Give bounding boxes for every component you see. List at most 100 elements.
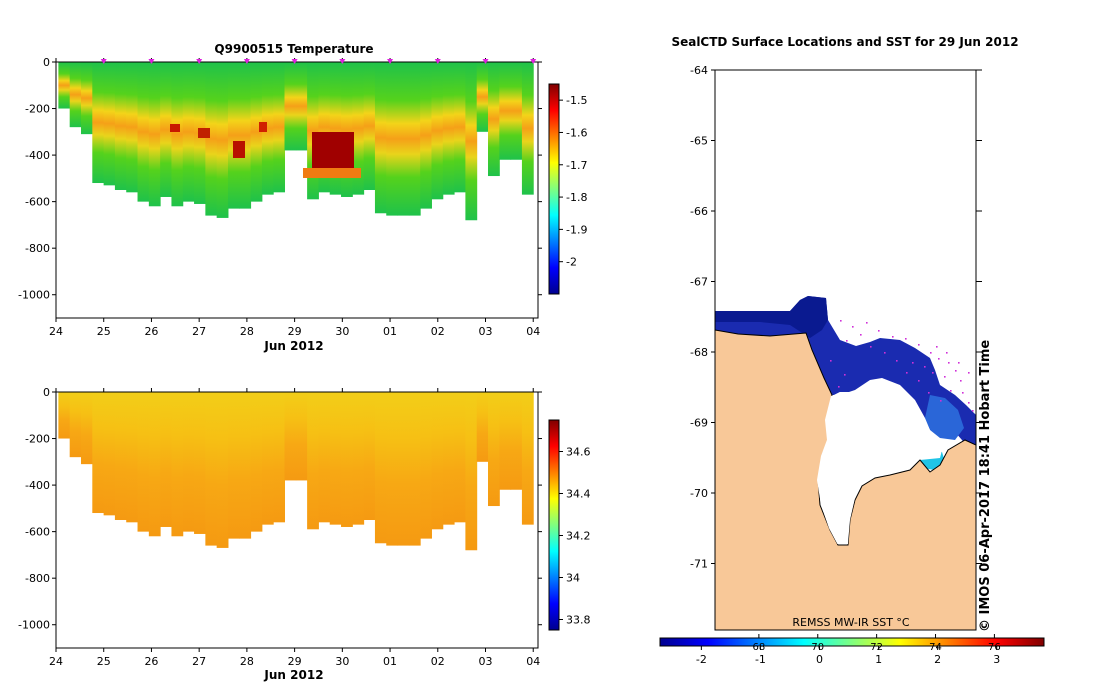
colorbar-tick-label: -2 — [566, 256, 577, 269]
temperature-profile — [216, 62, 229, 218]
profile-marker — [339, 59, 346, 64]
temperature-profile — [171, 62, 184, 207]
sst-colorbar — [659, 637, 1045, 647]
x-tick-label: 24 — [49, 325, 63, 338]
x-tick-label: 03 — [479, 325, 493, 338]
salinity-profiles — [58, 392, 534, 551]
salinity-profile — [408, 392, 421, 546]
temperature-y-axis: 0 -200 -400 -600 -800 -1000 — [18, 56, 542, 302]
map-title: SealCTD Surface Locations and SST for 29… — [671, 35, 1018, 49]
sst-c-tick-label: -1 — [755, 653, 766, 666]
salinity-x-axis: 24 25 26 27 28 29 30 01 02 03 04 — [49, 388, 540, 668]
salinity-plot-frame — [55, 391, 539, 649]
lat-tick-label: -70 — [690, 487, 708, 500]
seal-location-point — [938, 358, 940, 360]
map-frame — [714, 69, 977, 631]
salinity-profile — [465, 392, 478, 551]
x-tick-label: 04 — [526, 655, 540, 668]
sst-f-tick-label: 68 — [753, 642, 766, 653]
temperature-profile — [329, 62, 342, 195]
lat-tick-label: -66 — [690, 205, 708, 218]
x-tick-label: 02 — [431, 325, 445, 338]
salinity-profile — [250, 392, 263, 532]
salinity-profile — [341, 392, 353, 527]
x-tick-label: 03 — [479, 655, 493, 668]
seal-location-point — [955, 370, 957, 372]
temperature-profile — [363, 62, 376, 190]
y-tick-label: -1000 — [18, 289, 50, 302]
temperature-profile — [454, 62, 466, 193]
seal-location-point — [878, 330, 880, 332]
seal-location-point — [936, 346, 938, 348]
sst-f-tick-label: 70 — [811, 642, 824, 653]
temperature-title: Q9900515 Temperature — [214, 42, 373, 56]
land — [715, 329, 976, 630]
salinity-profile — [454, 392, 466, 523]
salinity-profile — [69, 392, 82, 458]
temperature-profile — [397, 62, 410, 216]
temperature-profile — [431, 62, 444, 200]
colorbar-tick-label: -1.5 — [566, 94, 587, 107]
lat-tick-label: -68 — [690, 346, 708, 359]
y-tick-label: -200 — [25, 103, 50, 116]
x-tick-label: 29 — [288, 325, 302, 338]
seal-location-point — [960, 380, 962, 382]
salinity-profile — [307, 392, 319, 530]
salinity-profile — [216, 392, 229, 548]
seal-location-point — [846, 340, 848, 342]
seal-location-point — [912, 362, 914, 364]
y-tick-label: -800 — [25, 572, 50, 585]
temperature-profile — [341, 62, 353, 197]
temperature-profile — [442, 62, 455, 195]
x-tick-label: 01 — [383, 325, 397, 338]
seal-location-point — [838, 386, 840, 388]
temperature-profile — [148, 62, 161, 207]
colorbar-tick-label: -1.9 — [566, 223, 587, 236]
seal-location-point — [918, 344, 920, 346]
lat-tick-label: -69 — [690, 417, 708, 430]
temperature-profile — [137, 62, 150, 202]
seal-location-point — [906, 372, 908, 374]
temperature-profile — [239, 62, 252, 209]
sst-mid-blue — [925, 395, 964, 440]
profile-marker — [196, 59, 203, 64]
temperature-plot-frame — [55, 61, 539, 319]
map-latitude-axis: -64 -65 -66 -67 -68 -69 -70 -71 — [690, 64, 982, 571]
salinity-profile — [171, 392, 184, 537]
colorbar-tick-label: 34 — [566, 572, 580, 585]
sst-c-tick-label: 2 — [934, 653, 941, 666]
colorbar-tick-label: -1.6 — [566, 126, 587, 139]
sst-f-tick-label: 72 — [870, 642, 883, 653]
temperature-profile — [374, 62, 387, 214]
y-tick-label: -400 — [25, 149, 50, 162]
salinity-colorbar — [548, 419, 560, 631]
colorbar-tick-label: 34.6 — [566, 446, 591, 459]
seal-location-point — [930, 352, 932, 354]
temperature-profile — [510, 62, 523, 160]
x-tick-label: 27 — [192, 655, 206, 668]
salinity-profile — [160, 392, 172, 527]
sst-colorbar-ticks: -2 -1 0 1 2 3 68 70 72 74 76 — [696, 634, 1001, 666]
seal-location-point — [884, 352, 886, 354]
salinity-profile — [103, 392, 116, 516]
salinity-profile — [284, 392, 297, 481]
salinity-colorbar-ticks: 34.6 34.4 34.2 34 33.8 — [559, 446, 591, 627]
seal-location-point — [968, 402, 970, 404]
colorbar-tick-label: 34.2 — [566, 530, 591, 543]
temperature-profile — [69, 62, 82, 128]
profile-marker — [291, 59, 298, 64]
profile-markers — [100, 59, 537, 64]
x-tick-label: 25 — [97, 325, 111, 338]
seal-location-point — [946, 352, 948, 354]
sst-f-tick-label: 76 — [988, 642, 1001, 653]
profile-marker — [482, 59, 489, 64]
temperature-profile — [250, 62, 263, 202]
x-tick-label: 30 — [335, 325, 349, 338]
seal-location-point — [896, 360, 898, 362]
salinity-profile — [488, 392, 500, 507]
salinity-profile — [420, 392, 432, 539]
seal-location-point — [968, 372, 970, 374]
temperature-profile — [273, 62, 286, 193]
map-panel: SealCTD Surface Locations and SST for 29… — [659, 35, 1045, 666]
ice-white-edge — [816, 395, 848, 544]
